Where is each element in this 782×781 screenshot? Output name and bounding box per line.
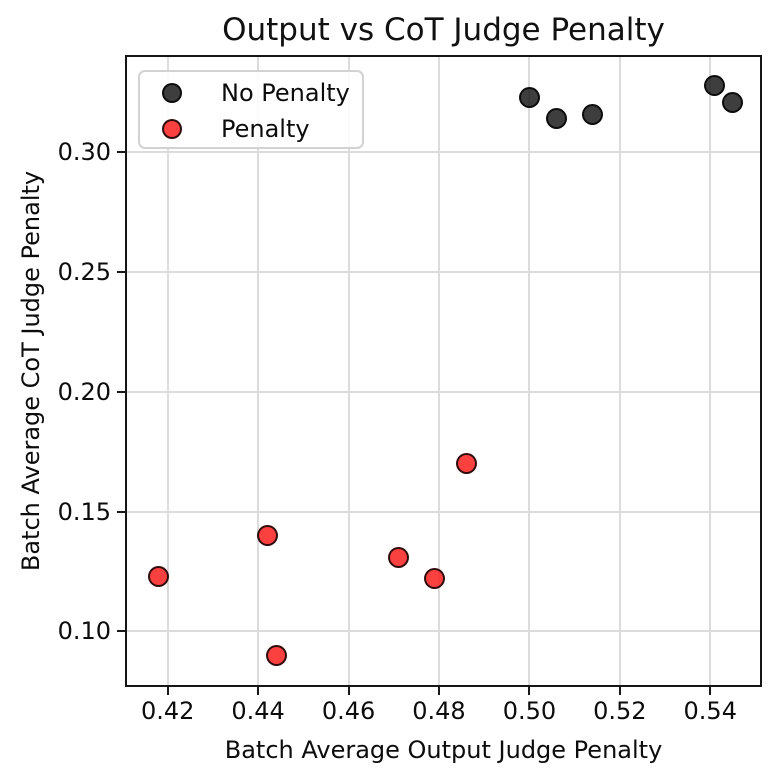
x-tick-0.44 xyxy=(257,687,260,695)
y-tick-label-0.15: 0.15 xyxy=(57,497,111,526)
x-tick-0.46 xyxy=(347,687,350,695)
y-tick-label-0.30: 0.30 xyxy=(57,138,111,167)
y-tick-0.10 xyxy=(117,630,125,633)
legend-label-no-penalty: No Penalty xyxy=(221,79,350,107)
no-penalty-marker-icon xyxy=(162,83,182,103)
scatter-point-no-penalty-2 xyxy=(582,103,604,125)
legend-item-no-penalty: No Penalty xyxy=(140,75,362,111)
gridline-y-0.10 xyxy=(127,630,760,633)
gridline-x-0.42 xyxy=(166,57,169,685)
x-axis-label: Batch Average Output Judge Penalty xyxy=(224,736,663,764)
gridline-y-0.30 xyxy=(127,151,760,154)
x-tick-0.54 xyxy=(709,687,712,695)
x-tick-label-0.42: 0.42 xyxy=(140,697,195,725)
scatter-point-no-penalty-0 xyxy=(518,86,540,108)
x-tick-label-0.44: 0.44 xyxy=(231,697,285,725)
y-tick-0.15 xyxy=(117,510,125,513)
gridline-x-0.52 xyxy=(618,57,621,685)
scatter-point-no-penalty-1 xyxy=(546,108,568,130)
chart-title: Output vs CoT Judge Penalty xyxy=(222,12,665,48)
gridline-y-0.20 xyxy=(127,390,760,393)
legend-label-penalty: Penalty xyxy=(221,115,310,143)
penalty-marker-icon xyxy=(162,119,182,139)
gridline-x-0.50 xyxy=(528,57,531,685)
y-tick-label-0.20: 0.20 xyxy=(57,377,111,406)
scatter-point-penalty-5 xyxy=(455,453,477,475)
legend-item-penalty: Penalty xyxy=(140,111,362,147)
y-tick-0.20 xyxy=(117,390,125,393)
scatter-point-penalty-2 xyxy=(265,644,287,666)
x-tick-label-0.54: 0.54 xyxy=(683,697,737,725)
scatter-point-no-penalty-4 xyxy=(722,91,744,113)
x-tick-label-0.50: 0.50 xyxy=(502,697,557,725)
x-tick-label-0.46: 0.46 xyxy=(321,697,376,725)
gridline-y-0.15 xyxy=(127,510,760,513)
scatter-point-penalty-4 xyxy=(423,568,445,590)
gridline-x-0.48 xyxy=(437,57,440,685)
y-tick-label-0.25: 0.25 xyxy=(57,258,111,287)
x-tick-0.50 xyxy=(528,687,531,695)
y-tick-label-0.10: 0.10 xyxy=(57,617,111,646)
y-tick-0.30 xyxy=(117,151,125,154)
x-tick-label-0.48: 0.48 xyxy=(412,697,466,725)
scatter-point-penalty-0 xyxy=(148,565,170,587)
plot-area: No Penalty Penalty xyxy=(125,55,762,687)
scatter-point-penalty-1 xyxy=(256,525,278,547)
gridline-y-0.25 xyxy=(127,271,760,274)
x-tick-label-0.52: 0.52 xyxy=(593,697,647,725)
scatter-point-penalty-3 xyxy=(387,546,409,568)
x-tick-0.48 xyxy=(437,687,440,695)
gridline-x-0.46 xyxy=(347,57,350,685)
y-tick-0.25 xyxy=(117,271,125,274)
scatter-point-no-penalty-3 xyxy=(704,74,726,96)
legend: No Penalty Penalty xyxy=(138,70,364,149)
gridline-x-0.54 xyxy=(709,57,712,685)
x-tick-0.52 xyxy=(618,687,621,695)
x-tick-0.42 xyxy=(166,687,169,695)
gridline-x-0.44 xyxy=(257,57,260,685)
